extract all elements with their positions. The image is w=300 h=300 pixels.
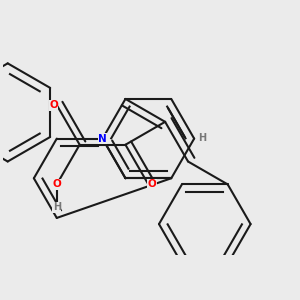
Text: H: H bbox=[198, 133, 206, 143]
Text: O: O bbox=[147, 179, 156, 189]
Text: O: O bbox=[52, 179, 61, 189]
Text: O: O bbox=[49, 100, 58, 110]
Text: N: N bbox=[98, 134, 107, 144]
Text: H: H bbox=[53, 202, 61, 212]
